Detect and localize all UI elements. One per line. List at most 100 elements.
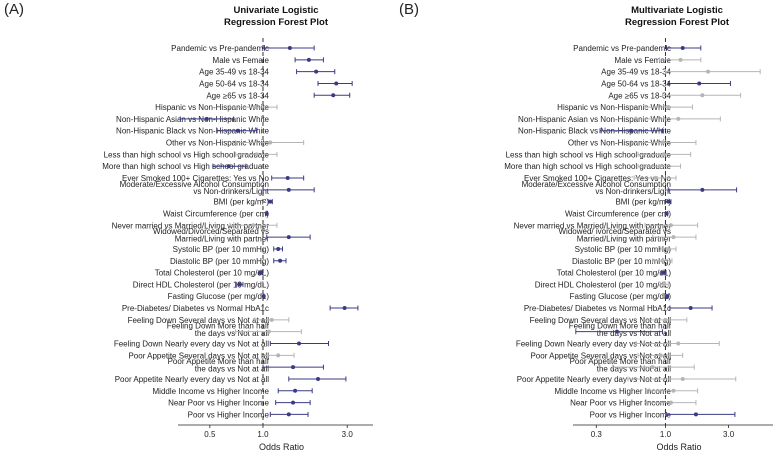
- row-label: Pandemic vs Pre-pandemic: [573, 44, 671, 53]
- row-label: Never married vs Married/Living with par…: [112, 221, 270, 230]
- row-label: Direct HDL Cholesterol (per 10 mg/dL): [133, 280, 270, 289]
- odds-ratio-point: [291, 400, 296, 405]
- row-label: Age 50-64 vs 18-34: [601, 79, 671, 88]
- row-label-line: Widowed/ ivorced/Separated vs: [559, 227, 672, 236]
- odds-ratio-point: [671, 388, 676, 393]
- row-label: Total Cholesterol (per 10 mg/dL): [557, 269, 672, 278]
- odds-ratio-point: [269, 317, 274, 322]
- x-tick-label: 0.5: [204, 430, 216, 439]
- row-label: Diastolic BP (per 10 mmHg): [170, 257, 269, 266]
- odds-ratio-point: [235, 128, 240, 133]
- odds-ratio-point: [660, 258, 665, 263]
- odds-ratio-point: [261, 294, 266, 299]
- row-label: Age 35-49 vs 18-34: [601, 68, 671, 77]
- odds-ratio-point: [697, 81, 702, 86]
- odds-ratio-point: [226, 164, 231, 169]
- row-label-line: Moderate/Excessive Alcohol Consumption: [120, 180, 269, 189]
- odds-ratio-point: [286, 187, 291, 192]
- row-label: Non-Hispanic Black vs Non-Hispanic White: [518, 127, 671, 136]
- odds-ratio-point: [660, 140, 665, 145]
- odds-ratio-point: [285, 176, 290, 181]
- odds-ratio-point: [293, 388, 298, 393]
- odds-ratio-point: [264, 211, 269, 216]
- row-label: Ever Smoked 100+ Cigarettes: Yes vs No: [524, 174, 672, 183]
- odds-ratio-point: [700, 187, 705, 192]
- row-label-line: vs Non-drinkers/Light: [193, 187, 269, 196]
- odds-ratio-point: [688, 306, 693, 311]
- odds-ratio-point: [693, 412, 698, 417]
- odds-ratio-point: [678, 57, 683, 62]
- odds-ratio-point: [706, 69, 711, 74]
- x-tick-label: 1.0: [660, 430, 672, 439]
- row-label: Less than high school vs High school gra…: [506, 150, 672, 159]
- odds-ratio-point: [629, 128, 634, 133]
- row-label-line: Widowed/Divorced/Separated vs: [153, 227, 269, 236]
- row-label-line: Feeling Down More than half: [569, 322, 672, 331]
- row-label: Middle Income vs Higher Income: [153, 387, 270, 396]
- odds-ratio-point: [661, 270, 666, 275]
- odds-ratio-point: [297, 341, 302, 346]
- odds-ratio-point: [314, 69, 319, 74]
- odds-ratio-point: [334, 81, 339, 86]
- panel-tag: (A): [4, 1, 24, 18]
- odds-ratio-point: [664, 211, 669, 216]
- odds-ratio-point: [254, 152, 259, 157]
- row-label-line: vs Non-drinkers/Light: [595, 187, 671, 196]
- row-label: Near Poor vs Higher Income: [168, 399, 269, 408]
- row-label: Total Cholesterol (per 10 mg/dL): [155, 269, 270, 278]
- row-label: Middle Income vs Higher Income: [555, 387, 672, 396]
- row-label: Fasting Glucose (per mg/dL): [168, 292, 270, 301]
- plot-title-line: Multivariate Logistic: [631, 5, 723, 16]
- row-label: BMI (per kg/m²): [615, 198, 671, 207]
- row-label: Diastolic BP (per 10 mmHg): [572, 257, 671, 266]
- odds-ratio-point: [663, 317, 668, 322]
- odds-ratio-point: [331, 93, 336, 98]
- row-label: Never married vs Married/Living with par…: [514, 221, 672, 230]
- odds-ratio-point: [316, 376, 321, 381]
- odds-ratio-point: [668, 223, 673, 228]
- odds-ratio-point: [661, 152, 666, 157]
- x-tick-label: 1.0: [257, 430, 269, 439]
- odds-ratio-point: [700, 93, 705, 98]
- row-label: Poor Appetite Several days vs Not at all: [530, 351, 671, 360]
- row-label: BMI (per kg/m²): [213, 198, 269, 207]
- row-label: Male vs Female: [615, 56, 672, 65]
- x-tick-label: 3.0: [723, 430, 735, 439]
- odds-ratio-point: [676, 341, 681, 346]
- odds-ratio-point: [287, 46, 292, 50]
- row-label: More than high school vs High school gra…: [102, 162, 269, 171]
- row-label: Feeling Down Several days vs Not at all: [530, 316, 672, 325]
- row-label: Moderate/Excessive Alcohol Consumption vs…: [522, 180, 672, 196]
- row-label: Age ≥65 vs 18-34: [206, 91, 269, 100]
- row-label: Hispanic vs Non-Hispanic White: [557, 103, 671, 112]
- row-label: Poor vs Higher Income: [590, 410, 672, 419]
- odds-ratio-point: [291, 365, 296, 370]
- row-label: Poor Appetite Nearly every day vs Not at…: [517, 375, 672, 384]
- x-axis-title: Odds Ratio: [259, 442, 304, 452]
- odds-ratio-point: [666, 199, 671, 204]
- row-label: Widowed/ ivorced/Separated vs Married/Liv…: [559, 227, 672, 243]
- row-label: Poor Appetite More than half the days vs …: [168, 357, 270, 373]
- row-label: Waist Circumference (per cm): [163, 209, 269, 218]
- odds-ratio-point: [680, 376, 685, 381]
- odds-ratio-point: [658, 353, 663, 358]
- row-label: Widowed/Divorced/Separated vs Married/Liv…: [153, 227, 269, 243]
- odds-ratio-point: [258, 270, 263, 275]
- row-label: Other vs Non-Hispanic White: [568, 139, 672, 148]
- x-axis-title: Odds Ratio: [656, 442, 701, 452]
- odds-ratio-point: [657, 164, 662, 169]
- odds-ratio-point: [252, 105, 257, 110]
- row-label: Fasting Glucose (per mg/dL): [570, 292, 672, 301]
- odds-ratio-point: [662, 282, 667, 287]
- row-label: Other vs Non-Hispanic White: [166, 139, 270, 148]
- row-label-line: the days vs Not at all: [195, 329, 269, 338]
- x-tick-label: 0.3: [591, 430, 603, 439]
- odds-ratio-point: [614, 329, 619, 334]
- row-label: Male vs Female: [213, 56, 270, 65]
- row-label-line: Poor Appetite More than half: [168, 357, 270, 366]
- row-label: Pandemic vs Pre-pandemic: [171, 44, 269, 53]
- odds-ratio-point: [266, 329, 271, 334]
- odds-ratio-point: [306, 57, 311, 62]
